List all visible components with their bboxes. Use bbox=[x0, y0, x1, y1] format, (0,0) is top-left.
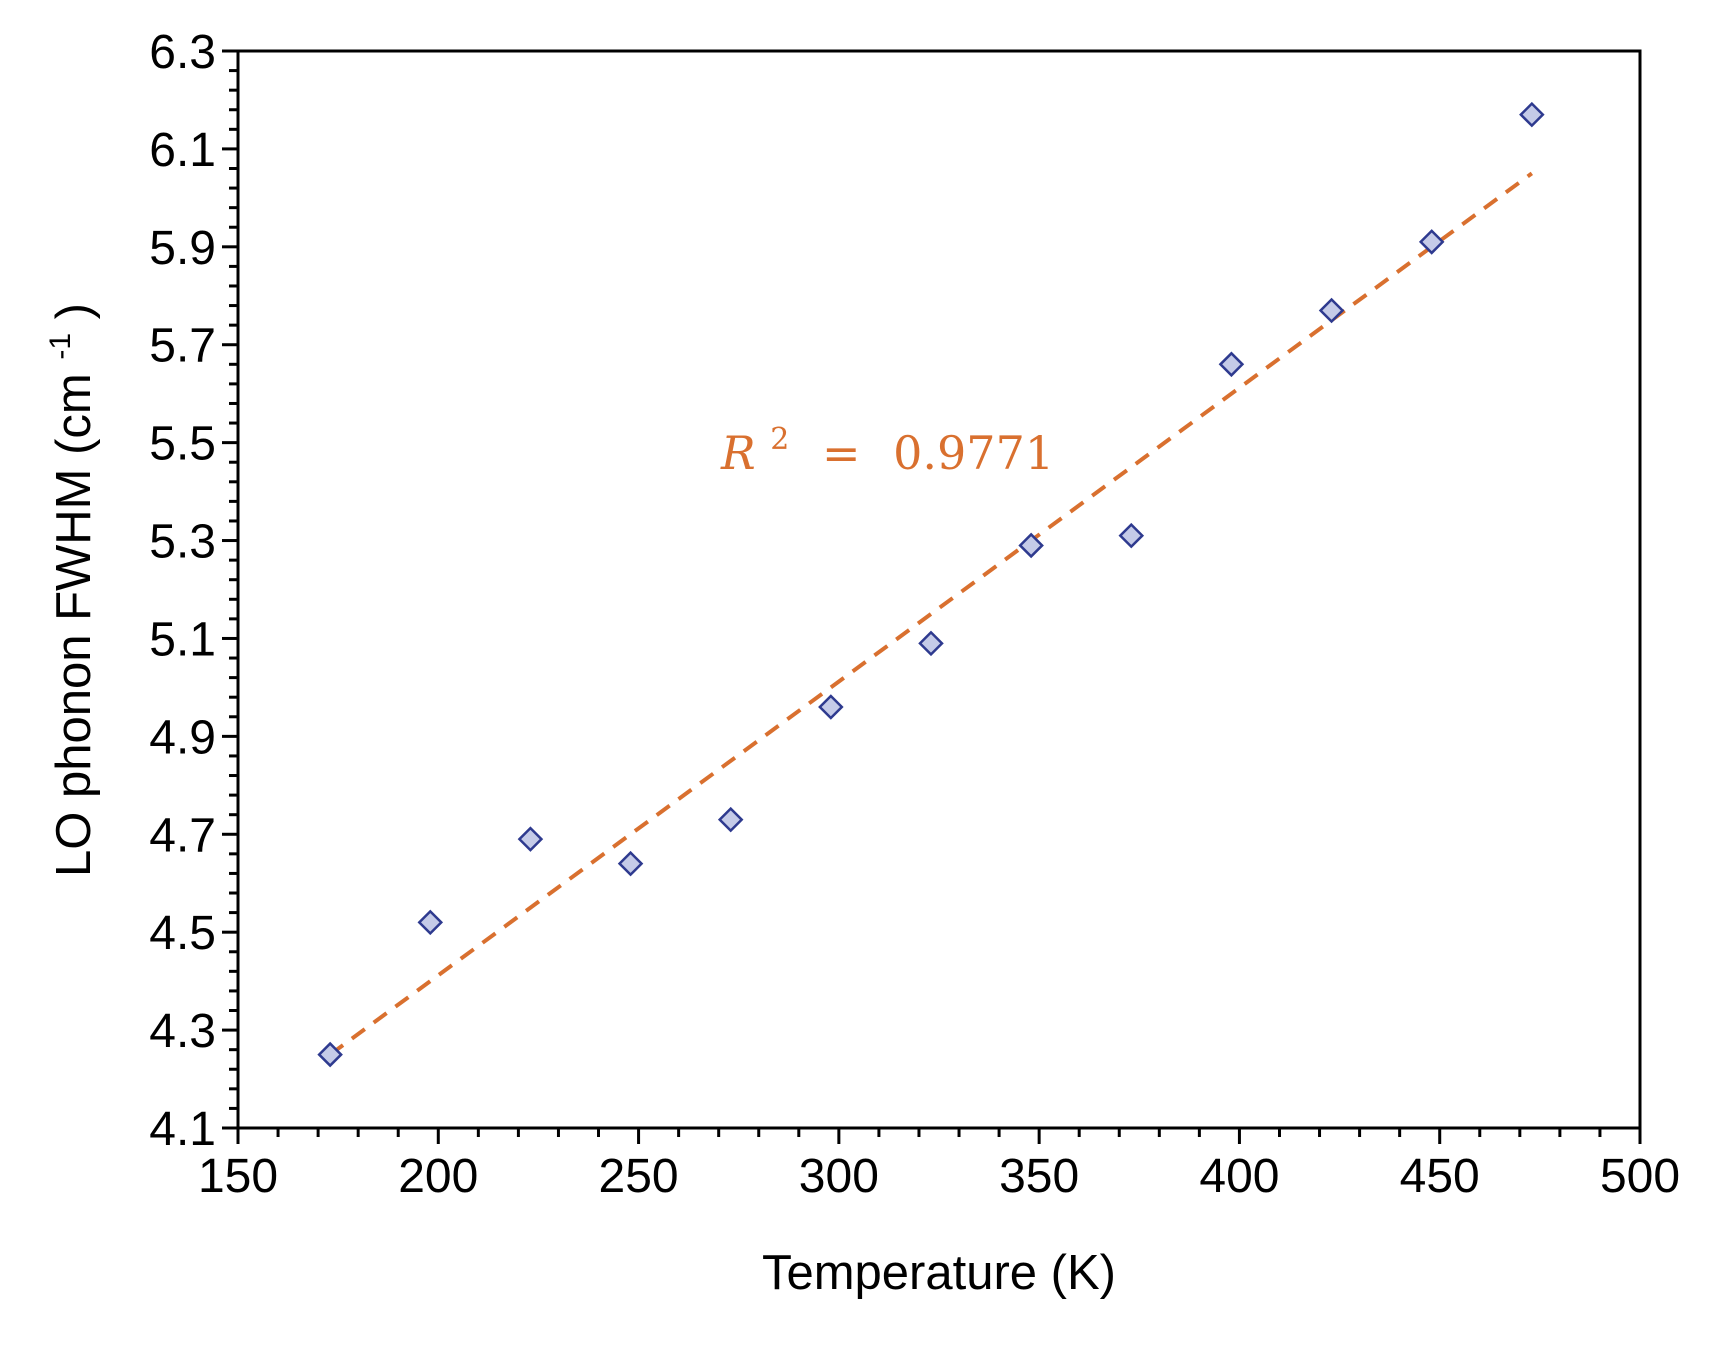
y-axis-title-sup: -1 bbox=[44, 333, 77, 360]
data-point bbox=[1218, 351, 1245, 378]
data-point bbox=[1519, 101, 1545, 128]
y-tick-label: 5.5 bbox=[149, 418, 216, 471]
data-point bbox=[1018, 532, 1044, 559]
y-tick-label: 6.3 bbox=[149, 26, 216, 79]
x-tick-label: 350 bbox=[999, 1150, 1079, 1203]
y-tick-label: 5.1 bbox=[149, 613, 216, 666]
equals-sign: = bbox=[822, 426, 861, 480]
y-axis-title-close: ) bbox=[47, 303, 101, 319]
r-exponent: 2 bbox=[770, 422, 789, 457]
data-point bbox=[717, 806, 744, 833]
y-tick-label: 5.7 bbox=[149, 320, 216, 373]
data-point bbox=[818, 694, 844, 720]
major-ticks bbox=[222, 49, 1642, 1144]
trendline bbox=[328, 171, 1534, 1057]
y-tick-label: 6.1 bbox=[149, 124, 216, 177]
data-point bbox=[1118, 522, 1145, 549]
y-tick-label: 4.3 bbox=[149, 1005, 216, 1058]
y-tick-label: 5.3 bbox=[149, 516, 216, 569]
r-symbol: R bbox=[720, 426, 756, 480]
x-tick-label: 400 bbox=[1199, 1150, 1279, 1203]
y-tick-label: 4.7 bbox=[149, 809, 216, 862]
y-tick-label: 4.1 bbox=[149, 1103, 216, 1156]
data-point bbox=[918, 630, 944, 657]
x-tick-labels: 150 200 250 300 350 400 450 500 bbox=[198, 1150, 1680, 1203]
data-point bbox=[317, 1041, 343, 1068]
x-tick-label: 250 bbox=[599, 1150, 679, 1203]
x-tick-label: 450 bbox=[1400, 1150, 1480, 1203]
y-axis-title: LO phonon FWHM (cm -1 ) bbox=[27, 303, 101, 877]
r-squared-value: 0.9771 bbox=[893, 426, 1054, 480]
x-tick-label: 150 bbox=[198, 1150, 278, 1203]
data-point bbox=[517, 826, 544, 852]
y-tick-label: 4.5 bbox=[149, 907, 216, 960]
data-point bbox=[617, 850, 644, 877]
data-point bbox=[1318, 297, 1345, 324]
y-tick-label: 4.9 bbox=[149, 711, 216, 764]
x-axis-title: Temperature (K) bbox=[762, 1246, 1116, 1300]
y-tick-label: 5.9 bbox=[149, 222, 216, 275]
r-squared-annotation: R 2 = 0.9771 bbox=[720, 406, 1054, 480]
x-tick-label: 500 bbox=[1600, 1150, 1680, 1203]
data-points bbox=[317, 101, 1545, 1068]
x-tick-label: 200 bbox=[398, 1150, 478, 1203]
minor-ticks bbox=[229, 69, 1602, 1137]
data-point bbox=[417, 909, 444, 936]
y-axis-title-main: LO phonon FWHM (cm bbox=[47, 373, 101, 877]
y-tick-labels: 4.1 4.3 4.5 4.7 4.9 5.1 5.3 5.5 5.7 5.9 6.1 6.3 bbox=[149, 26, 216, 1156]
x-tick-label: 300 bbox=[799, 1150, 879, 1203]
data-point bbox=[1418, 229, 1445, 255]
